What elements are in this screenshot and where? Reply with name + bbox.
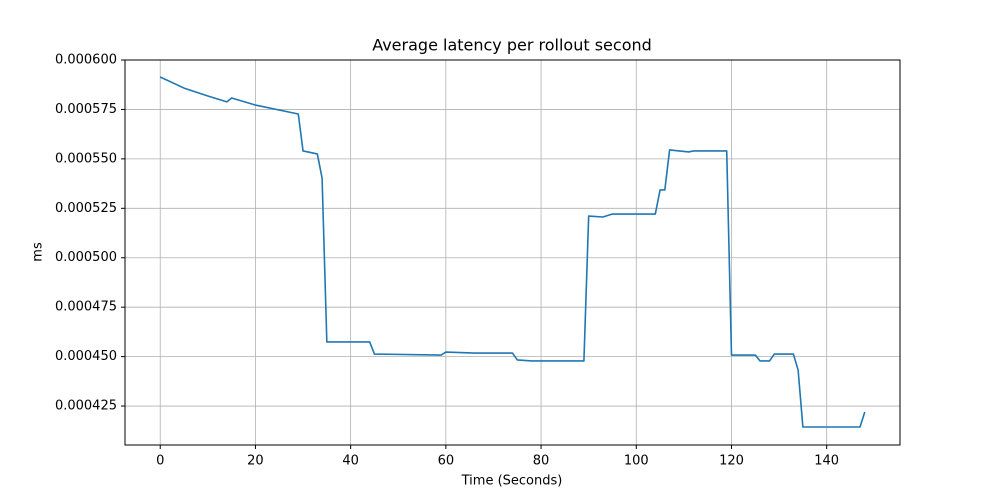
x-axis-label: Time (Seconds) [461, 474, 563, 489]
chart-title: Average latency per rollout second [372, 36, 652, 55]
x-tick-label: 40 [342, 454, 359, 469]
plot-frame [124, 59, 901, 446]
x-tick-label: 100 [624, 454, 649, 469]
y-tick-label: 0.000550 [55, 151, 117, 166]
x-tick-label: 120 [719, 454, 744, 469]
y-axis-label: ms [31, 242, 46, 262]
data-line [159, 76, 866, 428]
y-tick-label: 0.000500 [55, 250, 117, 265]
y-tick-label: 0.000450 [55, 349, 117, 364]
x-tick-label: 60 [438, 454, 455, 469]
y-tick-label: 0.000575 [55, 102, 117, 117]
x-tick-label: 0 [156, 454, 164, 469]
y-tick-label: 0.000525 [55, 201, 117, 216]
y-tick-label: 0.000425 [55, 399, 117, 414]
y-tick-label: 0.000600 [55, 53, 117, 68]
x-tick-label: 140 [814, 454, 839, 469]
x-tick-label: 20 [247, 454, 264, 469]
y-tick-label: 0.000475 [55, 300, 117, 315]
x-tick-label: 80 [533, 454, 550, 469]
